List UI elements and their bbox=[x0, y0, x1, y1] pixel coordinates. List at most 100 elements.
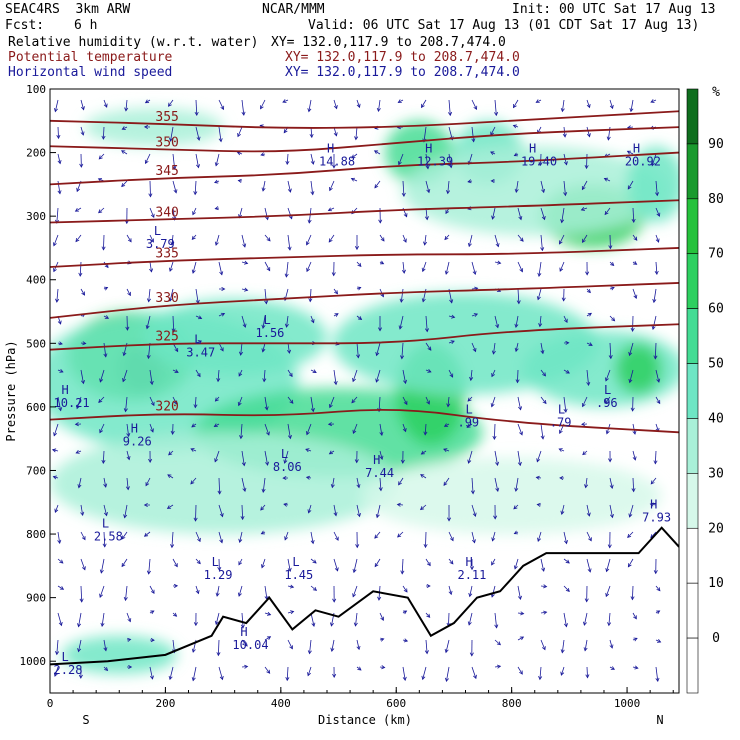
wind-arrowhead-246 bbox=[122, 351, 127, 357]
wind-arrowhead-29 bbox=[101, 135, 106, 140]
wind-arrowhead-415 bbox=[283, 502, 288, 507]
wind-vector-195 bbox=[195, 288, 199, 304]
wind-vector-356 bbox=[168, 450, 174, 456]
field-xy-wind: XY= 132.0,117.9 to 208.7,474.0 bbox=[285, 65, 520, 80]
wind-arrowhead-65 bbox=[310, 160, 315, 165]
wind-arrowhead-196 bbox=[221, 286, 226, 292]
wind-arrowhead-550 bbox=[289, 645, 293, 650]
wind-arrowhead-215 bbox=[652, 298, 657, 304]
wind-arrowhead-579 bbox=[332, 673, 337, 678]
x-tick-label-1000: 1000 bbox=[614, 697, 641, 710]
wind-vector-402 bbox=[609, 477, 613, 489]
colorbar-swatch-4 bbox=[686, 308, 699, 364]
extrema-labels: H10.21H9.26L3.79L3.47L1.56H14.88H12.39H1… bbox=[54, 142, 672, 678]
extremum-value-20: 2.11 bbox=[457, 568, 486, 582]
wind-arrowhead-176 bbox=[379, 260, 385, 265]
wind-vector-483 bbox=[606, 558, 611, 572]
wind-arrowhead-187 bbox=[633, 261, 638, 265]
wind-arrowhead-159 bbox=[608, 245, 613, 250]
wind-arrowhead-481 bbox=[565, 559, 570, 564]
colorbar-label-0: 0 bbox=[712, 631, 720, 646]
wind-arrowhead-346 bbox=[559, 429, 563, 435]
wind-vector-46 bbox=[490, 126, 496, 136]
wind-arrowhead-546 bbox=[191, 648, 196, 653]
wind-vector-10 bbox=[282, 99, 289, 103]
extremum-value-16: 7.93 bbox=[642, 511, 671, 525]
wind-vector-572 bbox=[169, 666, 174, 680]
wind-arrowhead-133 bbox=[631, 218, 636, 223]
wind-arrowhead-467 bbox=[238, 561, 243, 566]
wind-arrowhead-50 bbox=[586, 133, 591, 138]
wind-arrowhead-517 bbox=[150, 610, 155, 615]
y-tick-label-1000: 1000 bbox=[20, 655, 47, 668]
wind-arrowhead-151 bbox=[423, 241, 428, 246]
wind-vector-315 bbox=[467, 396, 473, 402]
wind-vector-17 bbox=[448, 99, 451, 116]
wind-arrowhead-21 bbox=[535, 99, 540, 103]
wind-arrowhead-431 bbox=[649, 502, 654, 507]
wind-arrowhead-125 bbox=[445, 209, 450, 215]
wind-arrowhead-361 bbox=[283, 459, 288, 464]
wind-vector-242 bbox=[652, 315, 657, 330]
wind-arrowhead-75 bbox=[538, 161, 543, 167]
wind-vector-91 bbox=[287, 180, 291, 193]
wind-arrowhead-171 bbox=[266, 267, 271, 272]
wind-vector-582 bbox=[402, 666, 406, 681]
wind-arrowhead-224 bbox=[242, 323, 247, 328]
wind-arrowhead-11 bbox=[307, 108, 312, 113]
wind-arrowhead-9 bbox=[260, 105, 264, 110]
wind-arrowhead-368 bbox=[443, 448, 448, 453]
wind-arrowhead-374 bbox=[582, 451, 587, 456]
wind-vector-443 bbox=[310, 531, 314, 544]
wind-vector-272 bbox=[99, 369, 105, 383]
wind-arrowhead-390 bbox=[330, 483, 335, 489]
wind-arrowhead-438 bbox=[197, 537, 201, 543]
wind-vector-310 bbox=[351, 396, 358, 403]
wind-arrowhead-328 bbox=[150, 428, 154, 433]
wind-vector-381 bbox=[126, 477, 129, 490]
wind-arrowhead-83 bbox=[97, 177, 103, 182]
wind-vector-298 bbox=[76, 396, 82, 409]
wind-vector-143 bbox=[241, 234, 246, 248]
wind-arrowhead-316 bbox=[490, 403, 495, 408]
wind-vector-267 bbox=[609, 342, 612, 359]
wind-arrowhead-265 bbox=[565, 340, 570, 345]
wind-arrowhead-571 bbox=[149, 675, 154, 680]
wind-vector-312 bbox=[402, 396, 408, 405]
wind-arrowhead-88 bbox=[214, 179, 219, 184]
wind-vector-1 bbox=[80, 99, 85, 110]
wind-arrowhead-175 bbox=[357, 262, 362, 268]
wind-vector-307 bbox=[287, 396, 294, 404]
wind-arrowhead-231 bbox=[398, 325, 403, 330]
wind-arrowhead-114 bbox=[192, 211, 196, 216]
wind-arrowhead-347 bbox=[581, 422, 586, 427]
wind-vector-7 bbox=[218, 99, 224, 110]
wind-arrowhead-566 bbox=[657, 639, 662, 643]
wind-arrowhead-37 bbox=[283, 129, 288, 134]
wind-arrowhead-60 bbox=[196, 164, 200, 169]
wind-arrowhead-277 bbox=[216, 378, 221, 383]
wind-vector-320 bbox=[582, 396, 588, 407]
wind-arrowhead-434 bbox=[102, 543, 107, 548]
wind-arrowhead-576 bbox=[266, 669, 271, 674]
wind-vector-533 bbox=[517, 612, 524, 615]
wind-arrowhead-141 bbox=[191, 235, 196, 240]
wind-vector-391 bbox=[356, 477, 360, 488]
wind-vector-529 bbox=[425, 612, 431, 618]
wind-vector-2 bbox=[103, 99, 108, 108]
wind-arrowhead-155 bbox=[519, 237, 524, 242]
wind-arrowhead-572 bbox=[168, 675, 173, 681]
wind-arrowhead-223 bbox=[220, 312, 226, 317]
wind-arrowhead-471 bbox=[334, 567, 339, 572]
wind-arrowhead-375 bbox=[608, 458, 613, 463]
wind-vector-13 bbox=[356, 99, 360, 108]
wind-vector-551 bbox=[309, 639, 312, 654]
wind-arrowhead-474 bbox=[400, 570, 405, 575]
field-label-wind: Horizontal wind speed bbox=[8, 65, 173, 80]
wind-vector-319 bbox=[563, 396, 567, 413]
extremum-type-15: L bbox=[604, 383, 611, 397]
wind-vector-453 bbox=[537, 531, 542, 542]
wind-vector-514 bbox=[78, 612, 82, 627]
wind-arrowhead-313 bbox=[426, 400, 430, 405]
